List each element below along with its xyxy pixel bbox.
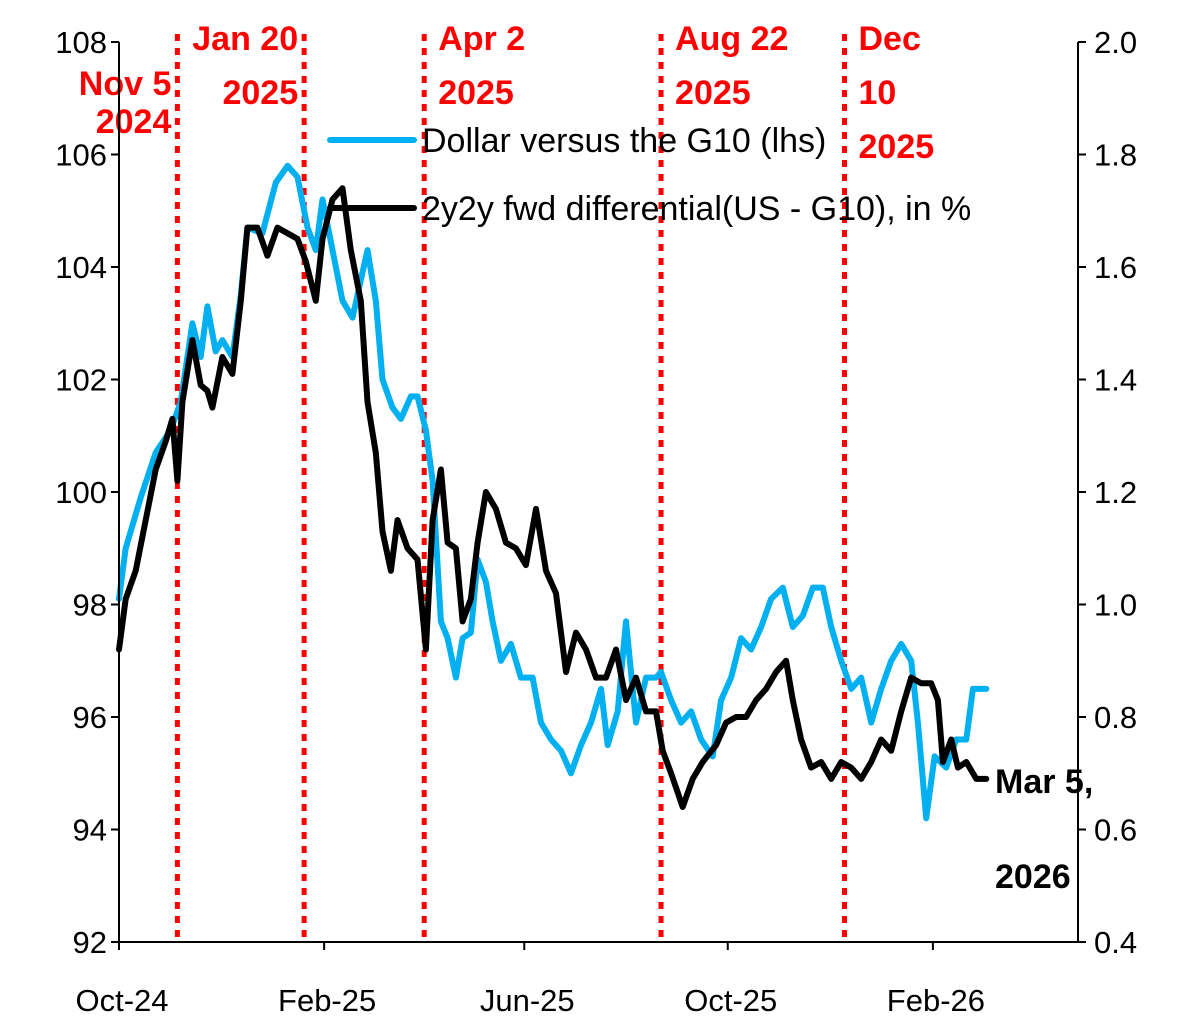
y-right-tick-label: 0.4 <box>1094 925 1137 960</box>
series-line-differential <box>116 185 990 810</box>
event-label: Aug 22 <box>675 20 788 58</box>
legend-label-dollar: Dollar versus the G10 (lhs) <box>422 122 826 160</box>
axes: 92 94 96 98 100 102 104 106 108 0.4 0.6 0.8 1.0 1.2 1.… <box>55 25 1137 1018</box>
event-label: 10 <box>859 74 897 112</box>
legend: Dollar versus the G10 (lhs) 2y2y fwd dif… <box>327 122 971 228</box>
y-right-tick-label: 1.8 <box>1094 138 1137 173</box>
legend-label-differential: 2y2y fwd differential(US - G10), in % <box>422 190 971 228</box>
event-label: 2025 <box>859 128 935 166</box>
series-line-dollar <box>116 162 990 822</box>
x-tick-label: Feb-26 <box>887 983 985 1018</box>
y-left-tick-label: 108 <box>55 25 107 60</box>
y-right-tick-label: 2.0 <box>1094 25 1137 60</box>
event-label: 2024 <box>96 103 172 141</box>
event-label: 2025 <box>438 74 514 112</box>
y-right-tick-label: 0.8 <box>1094 700 1137 735</box>
y-left-tick-label: 94 <box>73 813 107 848</box>
x-tick-label: Jun-25 <box>480 983 575 1018</box>
event-label: 2025 <box>222 74 298 112</box>
y-left-tick-label: 98 <box>73 588 107 623</box>
event-label: Nov 5 <box>79 65 172 103</box>
y-left-tick-label: 102 <box>55 363 107 398</box>
y-left-tick-label: 100 <box>55 475 107 510</box>
y-left-tick-label: 92 <box>73 925 107 960</box>
y-right-tick-label: 1.6 <box>1094 250 1137 285</box>
end-label-line1: Mar 5, <box>995 763 1093 801</box>
end-label: Mar 5, 2026 <box>995 763 1093 896</box>
y-right-tick-label: 1.2 <box>1094 475 1137 510</box>
event-label: 2025 <box>675 74 751 112</box>
end-label-line2: 2026 <box>995 858 1071 896</box>
x-tick-label: Oct-24 <box>75 983 168 1018</box>
event-label: Jan 20 <box>192 20 298 58</box>
y-right-tick-label: 1.4 <box>1094 363 1137 398</box>
y-left-tick-label: 96 <box>73 700 107 735</box>
event-label: Dec <box>859 20 921 58</box>
event-label: Apr 2 <box>438 20 525 58</box>
y-left-tick-label: 104 <box>55 250 107 285</box>
y-right-tick-label: 1.0 <box>1094 588 1137 623</box>
y-right-tick-label: 0.6 <box>1094 813 1137 848</box>
x-tick-label: Feb-25 <box>278 983 376 1018</box>
y-left-tick-label: 106 <box>55 138 107 173</box>
x-tick-label: Oct-25 <box>684 983 777 1018</box>
series-lines <box>116 162 990 822</box>
